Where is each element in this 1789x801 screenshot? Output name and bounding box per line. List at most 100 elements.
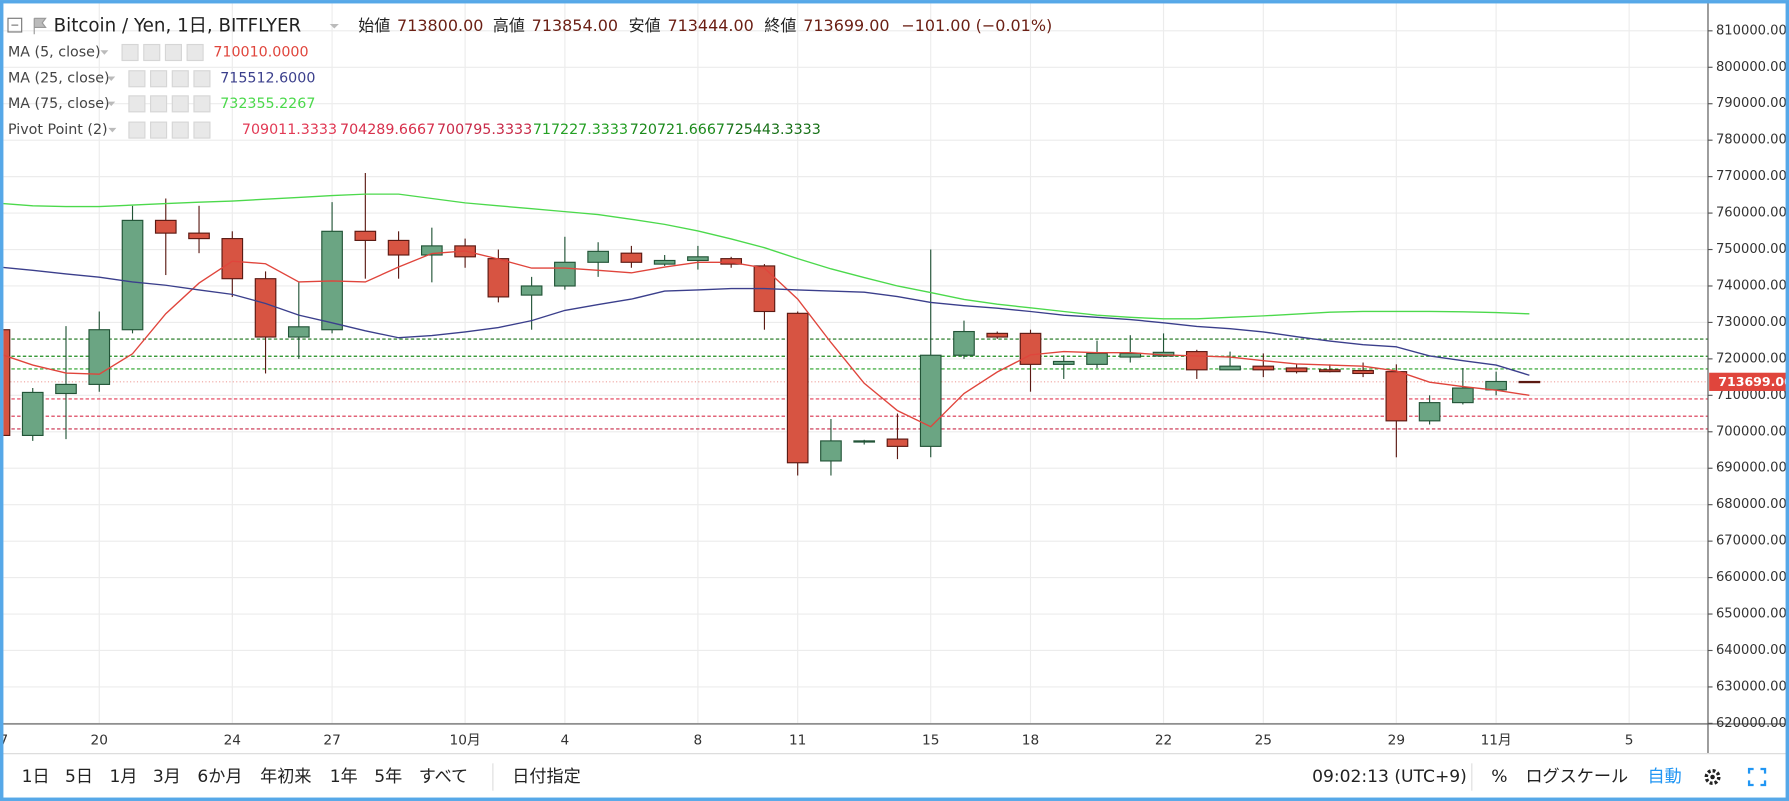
candle-body (387, 239, 410, 256)
range-button[interactable]: 3月 (153, 767, 181, 787)
auto-scale-button[interactable]: 自動 (1648, 767, 1682, 787)
indicator-button[interactable] (128, 95, 146, 113)
indicator-button[interactable] (121, 43, 139, 62)
indicator-button[interactable] (193, 121, 211, 139)
y-tick-label: 790000.00 (1716, 96, 1787, 111)
range-button[interactable]: 1日 (22, 767, 50, 787)
y-tick-label: 660000.00 (1716, 570, 1787, 585)
clock: 09:02:13 (UTC+9) (1312, 767, 1467, 787)
candle-body (587, 250, 609, 263)
x-tick-label: 29 (1388, 733, 1405, 749)
dropdown-arrow[interactable] (100, 50, 109, 55)
range-button[interactable]: 6か月 (197, 767, 242, 787)
candle-body (1052, 360, 1075, 365)
x-tick-label: 11月 (1481, 733, 1512, 749)
indicator-button[interactable] (164, 43, 182, 62)
symbol-title[interactable]: Bitcoin / Yen, 1日, BITFLYER (54, 15, 302, 36)
candle-body (1086, 352, 1108, 365)
indicator-button[interactable] (150, 70, 168, 88)
candle-body (1219, 365, 1241, 371)
pivot-value: 709011.3333 (242, 122, 337, 138)
y-tick-label: 770000.00 (1716, 169, 1787, 184)
ohlc-label: 高値 (493, 16, 525, 35)
range-button[interactable]: 年初来 (260, 767, 311, 787)
pivot-value: 725443.3333 (726, 122, 821, 138)
candle-body (853, 440, 876, 443)
last-price-box (1709, 372, 1789, 391)
candle-body (154, 219, 177, 234)
candle-body (254, 278, 277, 338)
candle-body (1485, 380, 1507, 391)
indicator-name[interactable]: Pivot Point (2) (8, 122, 108, 138)
settings-icon (1710, 774, 1715, 780)
log-scale-button[interactable]: ログスケール (1525, 767, 1628, 787)
indicator-button[interactable] (193, 95, 211, 113)
y-tick-label: 640000.00 (1716, 643, 1787, 658)
indicator-button[interactable] (128, 70, 146, 88)
candle-body (1518, 380, 1541, 384)
y-tick-label: 670000.00 (1716, 534, 1787, 549)
range-button[interactable]: 5日 (65, 767, 93, 787)
settings-icon[interactable] (1704, 769, 1721, 785)
dropdown-arrow[interactable] (329, 23, 339, 29)
indicator-button[interactable] (150, 95, 168, 113)
indicator-button[interactable] (193, 70, 211, 88)
candle-body (354, 230, 377, 241)
indicator-button[interactable] (186, 43, 204, 62)
indicator-button[interactable] (171, 70, 189, 88)
pivot-value: 717227.3333 (533, 122, 628, 138)
y-tick-label: 810000.00 (1716, 23, 1787, 38)
range-button[interactable]: 5年 (374, 767, 402, 787)
ohlc-value: 713444.00 (667, 16, 753, 35)
y-tick-label: 740000.00 (1716, 278, 1787, 293)
x-tick-label: 11 (789, 733, 806, 749)
candle-body (1285, 367, 1308, 373)
dropdown-arrow[interactable] (107, 76, 116, 82)
y-tick-label: 730000.00 (1716, 315, 1787, 330)
indicator-button[interactable] (150, 121, 168, 139)
y-tick-label: 680000.00 (1716, 497, 1787, 512)
indicator-button[interactable] (128, 121, 146, 139)
range-button[interactable]: すべて (419, 767, 468, 787)
indicator-button[interactable] (171, 95, 189, 113)
x-tick-label: 17 (0, 733, 8, 749)
indicator-value: 715512.6000 (220, 71, 315, 87)
y-tick-label: 710000.00 (1716, 388, 1787, 403)
range-button[interactable]: 1年 (330, 767, 358, 787)
collapse-icon[interactable] (7, 17, 23, 33)
y-tick-label: 650000.00 (1716, 607, 1787, 622)
indicator-name[interactable]: MA (5, close) (8, 45, 101, 61)
x-tick-label: 10月 (450, 733, 481, 749)
x-tick-label: 18 (1022, 733, 1039, 749)
change-value: −101.00 (−0.01%) (901, 16, 1052, 35)
pivot-value: 704289.6667 (340, 122, 435, 138)
indicator-button[interactable] (143, 43, 161, 62)
flag-icon[interactable] (33, 17, 47, 35)
candle-body (1418, 402, 1441, 422)
settings-icon[interactable] (1704, 769, 1721, 785)
legend: Bitcoin / Yen, 1日, BITFLYER 始値 713800.00 高… (7, 15, 1052, 139)
indicator-button[interactable] (171, 121, 189, 139)
percent-button[interactable]: % (1491, 767, 1507, 787)
candle-body (986, 332, 1009, 338)
x-tick-label: 4 (561, 733, 570, 749)
candle-body (953, 330, 975, 356)
ma-line (3, 250, 1530, 428)
indicator-name[interactable]: MA (75, close) (8, 96, 110, 112)
candle-body (720, 258, 743, 265)
candle-body (620, 252, 643, 263)
ohlc-label: 終値 (764, 16, 796, 35)
candle-body (1185, 351, 1208, 371)
candle-body (886, 438, 909, 447)
dropdown-arrow[interactable] (107, 101, 116, 107)
indicator-name[interactable]: MA (25, close) (8, 71, 110, 87)
y-tick-label: 720000.00 (1716, 351, 1787, 366)
ohlc-value: 713854.00 (532, 16, 618, 35)
range-button[interactable]: 1月 (110, 767, 138, 787)
goto-date-button[interactable]: 日付指定 (512, 767, 580, 787)
y-tick-label: 750000.00 (1716, 242, 1787, 257)
dropdown-arrow[interactable] (108, 127, 117, 133)
fullscreen-icon[interactable] (1747, 767, 1767, 787)
